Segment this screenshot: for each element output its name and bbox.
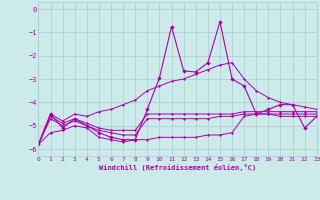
X-axis label: Windchill (Refroidissement éolien,°C): Windchill (Refroidissement éolien,°C) xyxy=(99,164,256,171)
